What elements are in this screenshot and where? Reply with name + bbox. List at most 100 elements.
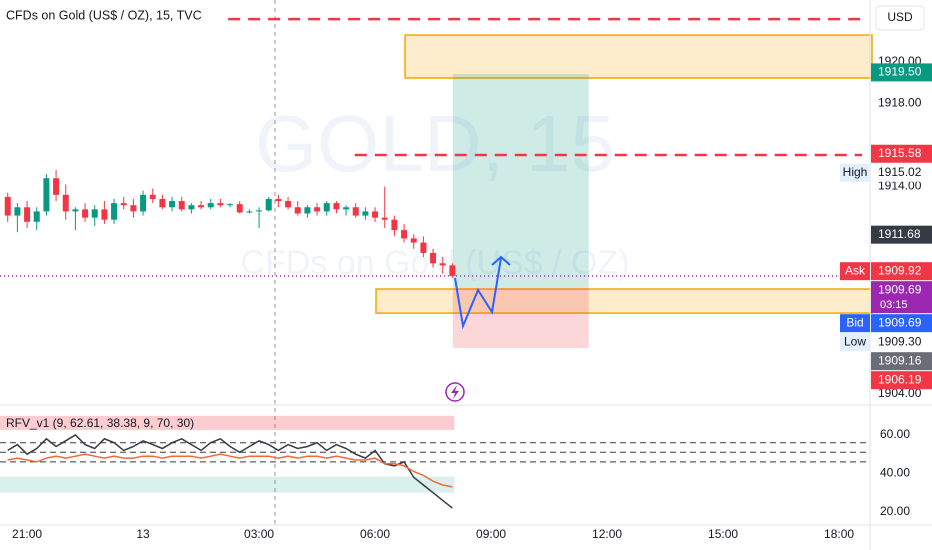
price-label: 1906.19	[878, 372, 922, 386]
price-label: 1915.02	[878, 165, 922, 179]
position-target	[452, 74, 589, 287]
candle-body	[207, 203, 214, 208]
zone	[404, 34, 873, 79]
arrow-head	[491, 255, 511, 266]
price-label: 1911.68	[878, 227, 921, 241]
candle-body	[217, 203, 224, 206]
candle-body	[410, 238, 417, 243]
candle-body	[53, 178, 60, 195]
candle-body	[265, 198, 272, 211]
x-tick-label: 18:00	[824, 527, 854, 541]
candle-body	[275, 198, 282, 202]
candle-body	[101, 209, 108, 220]
candle-body	[43, 178, 50, 212]
candle-body	[130, 205, 137, 212]
upper-band	[0, 415, 455, 430]
candle-body	[72, 209, 79, 212]
price-label-box	[871, 352, 932, 371]
x-tick-label: 13	[136, 527, 150, 541]
price-label-box	[871, 144, 932, 163]
y-tick-label: 20.00	[880, 504, 910, 518]
zone	[375, 288, 873, 314]
candle-body	[401, 230, 408, 239]
indicator-line	[7, 434, 453, 509]
currency: USD	[887, 10, 913, 24]
candle-body	[449, 265, 456, 276]
y-tick-label: 60.00	[880, 427, 910, 441]
candle-body	[372, 211, 379, 218]
price-tag-box	[840, 163, 870, 182]
candle-body	[159, 198, 166, 208]
candle-body	[82, 209, 89, 218]
y-tick-label: 40.00	[880, 466, 910, 480]
candle-body	[314, 207, 321, 212]
lower-band	[0, 476, 455, 493]
candle-body	[120, 203, 127, 206]
axis-labels: 21:00 13 03:00 06:00 09:00 12:00 15:00 18:00 190…	[6, 54, 932, 541]
candle-body	[285, 201, 292, 208]
candle-body	[294, 207, 301, 214]
candle-body	[198, 205, 205, 208]
x-tick-label: 15:00	[708, 527, 738, 541]
price-label: 1915.58	[878, 146, 922, 160]
price-tag-box	[840, 333, 870, 352]
price-tag: Low	[844, 334, 866, 348]
price-label-box	[871, 63, 932, 82]
price-label: 1909.69	[878, 315, 922, 329]
indicator-title: RFV_v1 (9, 62.61, 38.38, 9, 70, 30)	[6, 416, 194, 430]
candle-body	[91, 209, 98, 218]
candle-body	[323, 203, 330, 212]
price-tag-box	[840, 262, 870, 281]
symbol-title: CFDs on Gold (US$ / OZ), 15, TVC	[6, 8, 202, 22]
candle-body	[430, 252, 437, 264]
y-tick-label: 1918.00	[878, 96, 922, 110]
price-label-box	[871, 163, 932, 182]
candle-body	[343, 207, 350, 210]
candle-body	[4, 196, 11, 216]
candle-body	[14, 207, 21, 216]
candle-body	[246, 211, 253, 213]
candle-body	[391, 219, 398, 231]
plot	[4, 169, 456, 509]
position-stop	[452, 286, 589, 348]
price-tag: Bid	[846, 315, 863, 329]
candle-body	[439, 263, 446, 266]
x-tick-label: 06:00	[360, 527, 390, 541]
price-label-box	[871, 281, 932, 314]
candle-body	[62, 194, 69, 212]
price-label: 1909.92	[878, 263, 922, 277]
x-tick-label: 12:00	[592, 527, 622, 541]
candle-body	[304, 207, 311, 214]
price-tag: Ask	[845, 263, 866, 277]
candle-body	[420, 242, 427, 253]
candle-body	[381, 217, 388, 220]
price-label: 1909.30	[878, 334, 922, 348]
watermark-text: GOLD, 15	[255, 99, 615, 188]
candle-body	[111, 203, 118, 220]
price-label-box	[871, 262, 932, 281]
price-label-box	[871, 314, 932, 333]
price-tag: High	[843, 165, 868, 179]
y-tick-label: 1904.00	[878, 386, 922, 400]
currency-button[interactable]	[875, 5, 925, 31]
price-label: 1909.16	[878, 353, 922, 367]
candle-body	[333, 203, 340, 210]
candle-body	[178, 201, 185, 210]
price-label-box	[871, 225, 932, 244]
x-tick-label: 21:00	[12, 527, 42, 541]
price-label: 1909.69	[878, 282, 922, 296]
candle-body	[169, 201, 176, 208]
x-tick-label: 03:00	[244, 527, 274, 541]
y-tick-label: 1914.00	[878, 179, 922, 193]
price-tag-box	[840, 314, 870, 333]
indicator-line	[7, 453, 453, 488]
candle-body	[362, 211, 369, 216]
arrow-drawing	[454, 257, 502, 330]
candle-body	[236, 204, 243, 213]
candle-body	[227, 204, 234, 206]
overlay	[445, 255, 511, 402]
candle-body	[256, 210, 263, 212]
candle-body	[24, 207, 31, 222]
